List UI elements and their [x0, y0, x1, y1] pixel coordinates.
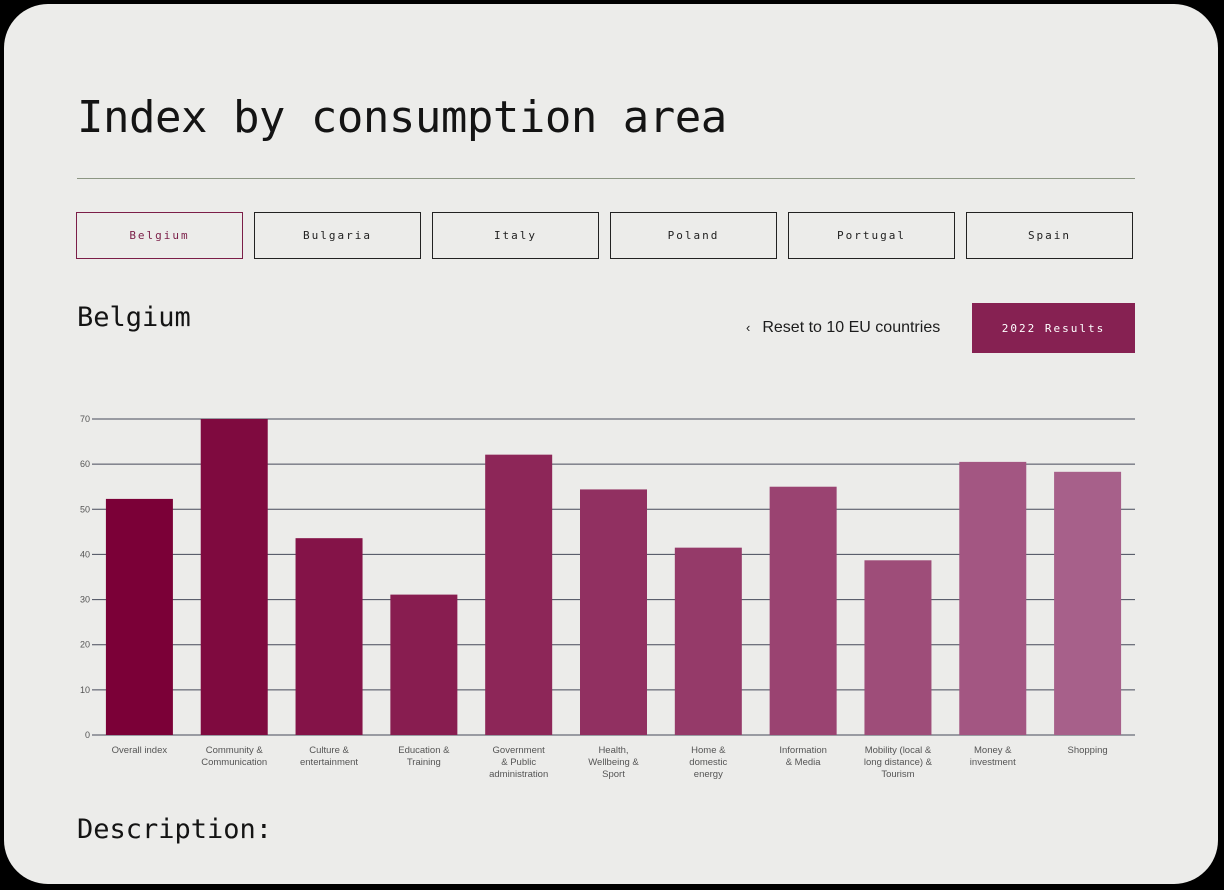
x-tick-label: Education & Training: [398, 745, 450, 768]
page-frame: Index by consumption area Belgium Bulgar…: [4, 4, 1218, 884]
bar[interactable]: [769, 486, 837, 735]
selected-country-heading: Belgium: [77, 302, 191, 333]
description-heading: Description:: [77, 814, 273, 845]
y-tick-label: 40: [80, 549, 90, 559]
bar[interactable]: [390, 594, 458, 735]
tab-belgium[interactable]: Belgium: [76, 212, 243, 259]
reset-link[interactable]: ‹ Reset to 10 EU countries: [746, 319, 940, 337]
bar[interactable]: [200, 419, 268, 735]
y-tick-label: 0: [85, 730, 90, 740]
x-tick-label: Home & domestic energy: [689, 745, 727, 780]
bar[interactable]: [580, 489, 647, 735]
reset-link-label: Reset to 10 EU countries: [762, 319, 941, 336]
results-2022-button[interactable]: 2022 Results: [972, 303, 1135, 353]
x-tick-label: Overall index: [112, 745, 168, 756]
page-title: Index by consumption area: [77, 92, 727, 143]
title-divider: [77, 178, 1135, 179]
bar[interactable]: [674, 547, 742, 735]
x-tick-label: Mobility (local & long distance) & Tourism: [864, 745, 933, 780]
bar[interactable]: [485, 454, 553, 735]
bar-chart: 0 10 20 30 40 50 60 70 Overall index Community & C…: [80, 414, 1135, 780]
bar[interactable]: [1054, 471, 1122, 735]
y-tick-label: 30: [80, 595, 90, 605]
x-tick-label: Health, Wellbeing & Sport: [588, 745, 639, 780]
x-tick-label: Shopping: [1068, 745, 1108, 756]
y-tick-label: 60: [80, 459, 90, 469]
tab-italy[interactable]: Italy: [432, 212, 599, 259]
x-tick-label: Government & Public administration: [489, 745, 548, 780]
y-tick-label: 10: [80, 685, 90, 695]
bar[interactable]: [295, 538, 363, 735]
y-tick-label: 50: [80, 504, 90, 514]
chevron-left-icon: ‹: [746, 320, 751, 335]
y-tick-label: 70: [80, 414, 90, 424]
tab-bulgaria[interactable]: Bulgaria: [254, 212, 421, 259]
tab-spain[interactable]: Spain: [966, 212, 1133, 259]
bar[interactable]: [105, 498, 173, 735]
tab-portugal[interactable]: Portugal: [788, 212, 955, 259]
x-tick-label: Information & Media: [779, 745, 827, 768]
tab-poland[interactable]: Poland: [610, 212, 777, 259]
x-tick-label: Community & Communication: [201, 745, 267, 768]
bar[interactable]: [864, 560, 932, 735]
x-tick-label: Money & investment: [970, 745, 1016, 768]
y-tick-label: 20: [80, 640, 90, 650]
x-tick-label: Culture & entertainment: [300, 745, 358, 768]
bar[interactable]: [959, 461, 1027, 735]
